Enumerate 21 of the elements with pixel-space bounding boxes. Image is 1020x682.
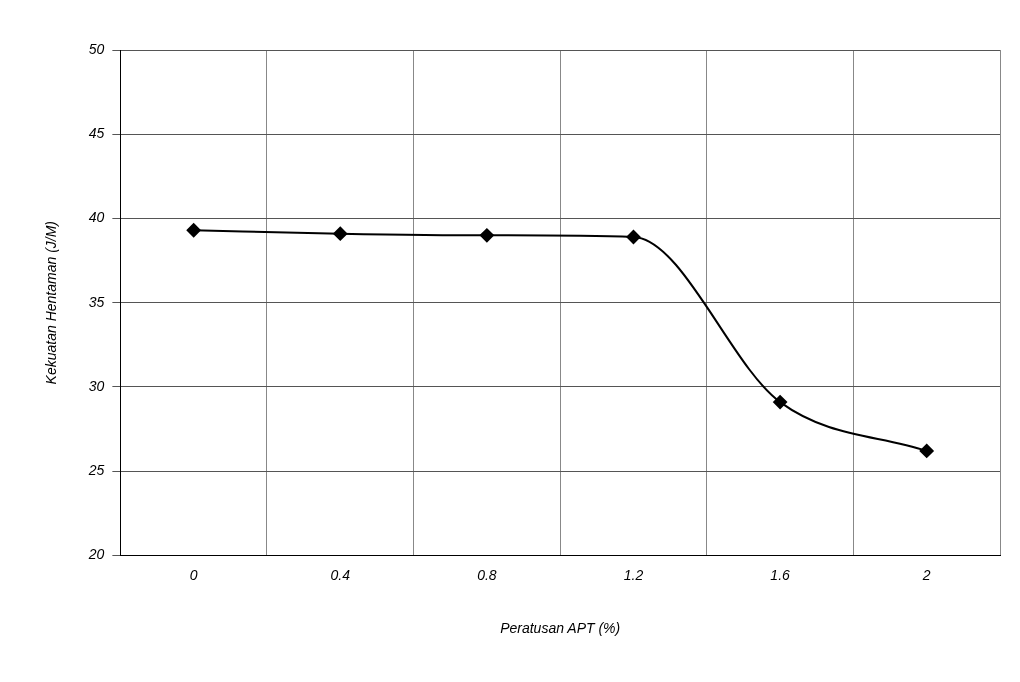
point <box>773 395 788 410</box>
y-tick-label: 25 <box>87 462 105 479</box>
y-tick-label: 30 <box>88 377 105 394</box>
y-tick-label: 20 <box>87 546 105 563</box>
point <box>479 228 494 243</box>
y-tick-label: 35 <box>88 293 105 310</box>
x-tick-label: 1.6 <box>770 566 791 583</box>
point <box>626 230 641 244</box>
y-tick-label: 40 <box>88 209 105 226</box>
x-tick-label: 1.2 <box>623 566 644 583</box>
y-axis-title: Kekuatan Hentaman (J/M) <box>43 221 60 385</box>
point <box>186 223 201 238</box>
y-tick-label: 50 <box>88 40 105 57</box>
y-tick-label: 45 <box>88 125 105 142</box>
point <box>919 443 934 458</box>
point <box>333 226 348 241</box>
x-tick-label: 0 <box>189 566 198 583</box>
x-axis-title: Peratusan APT (%) <box>500 620 621 637</box>
x-tick-label: 0.8 <box>477 566 497 583</box>
x-tick-label: 0.4 <box>330 566 351 583</box>
x-tick-label: 2 <box>921 566 931 583</box>
